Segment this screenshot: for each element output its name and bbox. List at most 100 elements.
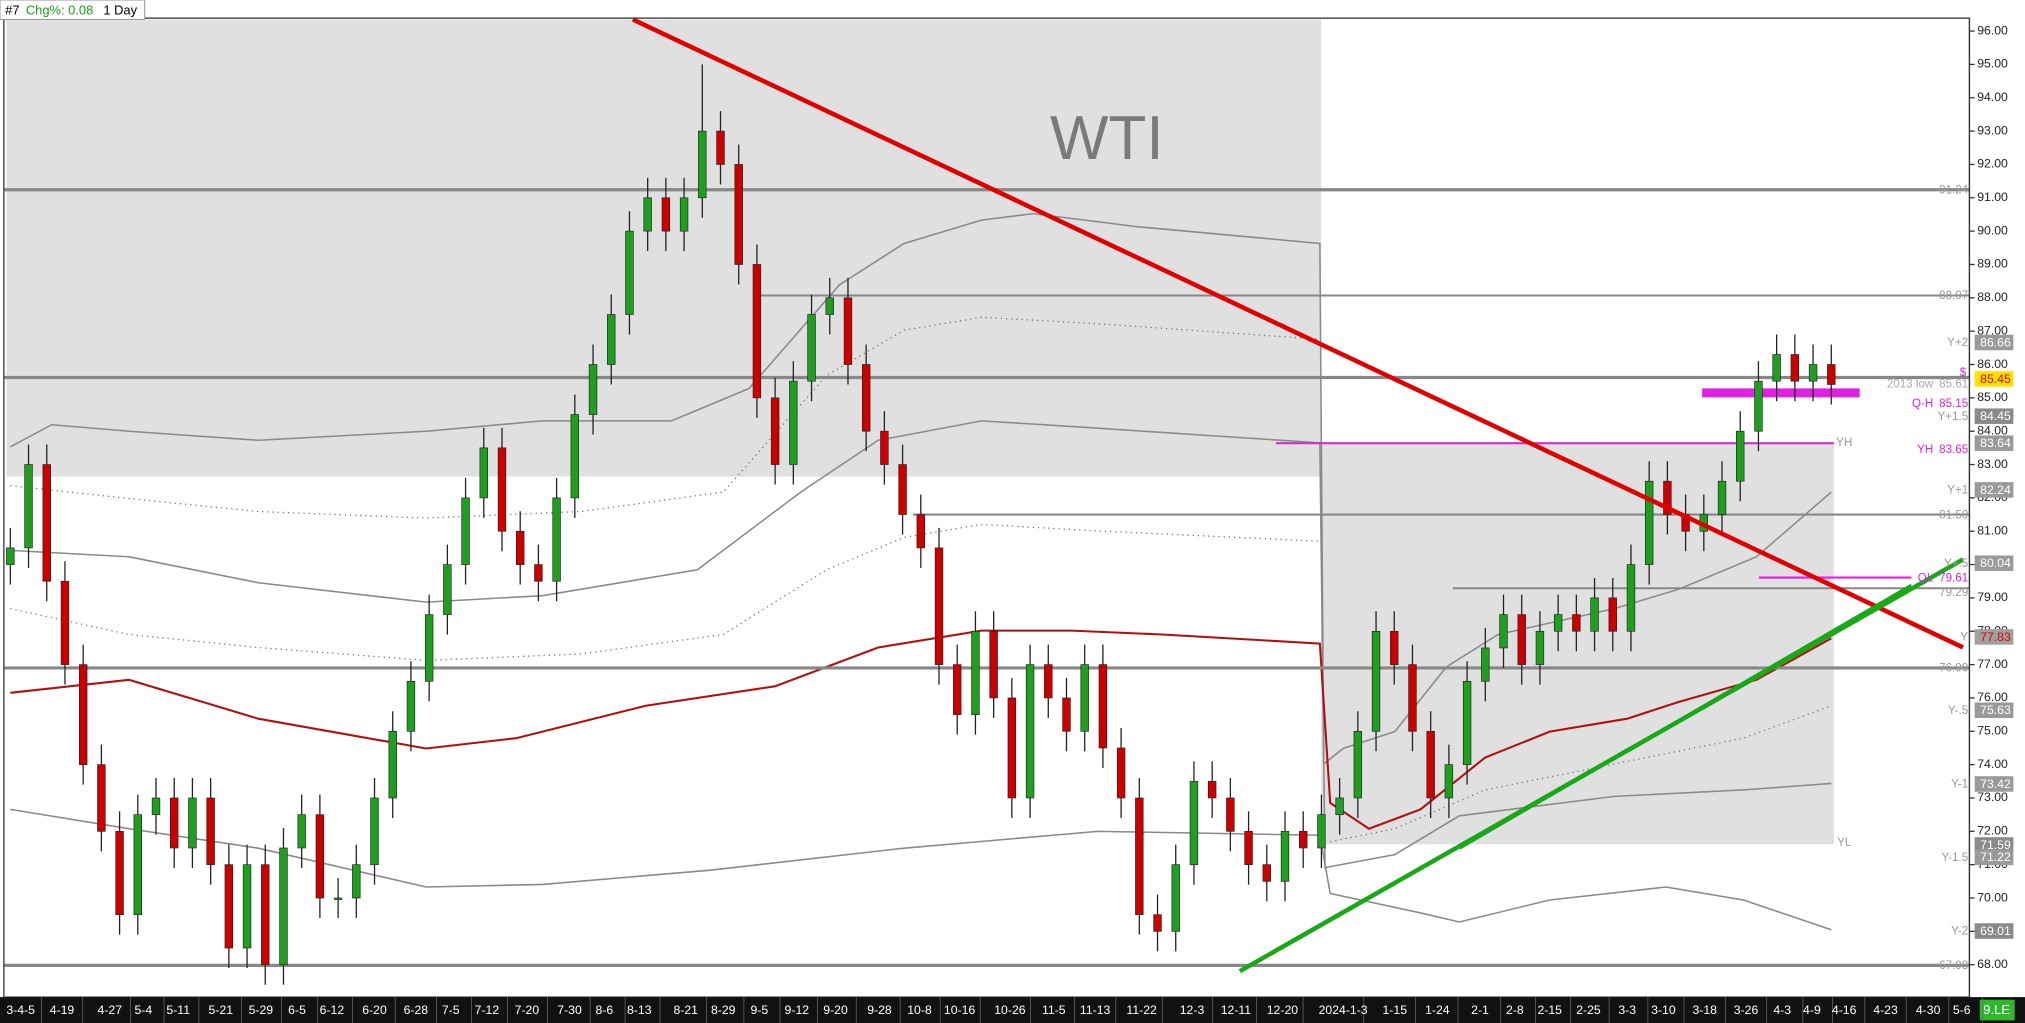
y-tick-label: 79.00 bbox=[1977, 590, 2008, 604]
candle-body bbox=[6, 547, 15, 565]
candle-body bbox=[188, 797, 197, 849]
candle-body bbox=[643, 197, 652, 232]
candle-body bbox=[1390, 630, 1399, 665]
x-tick-label: 4-23 bbox=[1873, 1003, 1898, 1017]
candle-body bbox=[570, 414, 580, 499]
x-tick-label: 12-11 bbox=[1221, 1003, 1252, 1017]
candle-body bbox=[1371, 630, 1381, 732]
level-badge bbox=[1974, 849, 2014, 866]
level-tag: 2013 low bbox=[1887, 378, 1934, 391]
level-price: 83.65 bbox=[1939, 443, 1968, 456]
x-tick-label: 10-16 bbox=[944, 1003, 976, 1017]
x-tick-label: 2-25 bbox=[1576, 1003, 1601, 1017]
candle-body bbox=[698, 130, 707, 199]
candle-body bbox=[1553, 614, 1563, 632]
x-tick-label: 10-26 bbox=[994, 1003, 1026, 1017]
level-price: 75.63 bbox=[1980, 703, 2011, 717]
candle-body bbox=[1535, 630, 1545, 665]
candle-body bbox=[1499, 614, 1508, 649]
x-tick-label: 9-20 bbox=[823, 1003, 848, 1017]
y-tick-label: 73.00 bbox=[1977, 790, 2008, 804]
candle-body bbox=[1116, 747, 1126, 799]
watermark: WTI bbox=[1050, 104, 1164, 173]
candle-body bbox=[242, 864, 252, 949]
x-tick-label: 7-5 bbox=[442, 1003, 460, 1017]
candle-body bbox=[1626, 564, 1636, 632]
candle-body bbox=[861, 364, 871, 432]
candle-body bbox=[261, 864, 270, 966]
level-badge bbox=[1974, 702, 2014, 719]
x-tick-label: 7-20 bbox=[515, 1003, 540, 1017]
candle-body bbox=[42, 464, 51, 582]
band-lower bbox=[10, 808, 1832, 931]
candle-body bbox=[1007, 697, 1017, 799]
level-badge bbox=[1974, 837, 2014, 853]
x-tick-label: 5-21 bbox=[209, 1003, 234, 1017]
x-tick-label: 3-3 bbox=[1618, 1003, 1636, 1017]
x-tick-label: 5-4 bbox=[134, 1003, 152, 1017]
candle-body bbox=[1408, 664, 1417, 732]
candle-body bbox=[24, 464, 33, 549]
band-upper bbox=[9, 212, 1832, 766]
y-tick-label: 90.00 bbox=[1977, 223, 2008, 237]
y-tick-label: 72.00 bbox=[1977, 824, 2008, 838]
candle-body bbox=[1827, 364, 1836, 385]
level-badge bbox=[1974, 482, 2014, 498]
level-price: 76.90 bbox=[1939, 662, 1969, 675]
candle-body bbox=[534, 564, 543, 582]
x-tick-label: 9-12 bbox=[785, 1003, 810, 1017]
candle-body bbox=[1717, 480, 1727, 515]
candle-body bbox=[1062, 697, 1071, 732]
level-badge bbox=[1974, 776, 2014, 792]
x-tick-label: 5-6 bbox=[1953, 1003, 1971, 1017]
x-tick-label: 4-9 bbox=[1803, 1003, 1821, 1017]
y-tick-label: 92.00 bbox=[1977, 157, 2008, 171]
x-tick-label: 9-28 bbox=[867, 1003, 892, 1017]
x-tick-label: 11-5 bbox=[1042, 1003, 1066, 1017]
candle-body bbox=[151, 797, 161, 815]
level-badge bbox=[1974, 555, 2014, 572]
candle-body bbox=[1135, 797, 1144, 916]
candle-body bbox=[497, 447, 507, 532]
level-price: 73.42 bbox=[1980, 777, 2011, 791]
candle-body bbox=[370, 797, 379, 865]
band-dotted bbox=[10, 523, 1320, 662]
x-tick-label: 6-12 bbox=[320, 1003, 345, 1017]
candle-body bbox=[898, 464, 907, 515]
candle-body bbox=[1226, 797, 1235, 832]
candle-body bbox=[789, 380, 798, 465]
candle-body bbox=[716, 130, 725, 165]
candle-body bbox=[679, 197, 689, 232]
x-tick-label: 6-28 bbox=[404, 1003, 429, 1017]
candle-body bbox=[60, 580, 70, 665]
x-tick-label: 12-20 bbox=[1267, 1003, 1299, 1017]
header-symbol: #7 bbox=[5, 2, 19, 17]
y-tick-label: 88.00 bbox=[1977, 290, 2008, 304]
candle-body bbox=[443, 564, 452, 615]
level-badge bbox=[1974, 334, 2014, 351]
x-tick-label: 1-15 bbox=[1383, 1003, 1408, 1017]
y-tick-label: 87.00 bbox=[1977, 323, 2008, 337]
candle-body bbox=[552, 497, 561, 582]
candle-body bbox=[1736, 430, 1745, 482]
candle-body bbox=[1153, 914, 1162, 932]
candle-body bbox=[224, 864, 234, 949]
candle-body bbox=[1481, 647, 1490, 682]
level-tag: QL bbox=[1918, 571, 1934, 584]
x-tick-label: 11-22 bbox=[1126, 1003, 1157, 1017]
candle-body bbox=[989, 630, 998, 699]
y-tick-label: 93.00 bbox=[1977, 123, 2008, 137]
level-price: 91.24 bbox=[1939, 184, 1969, 197]
candle-body bbox=[916, 514, 926, 549]
band-middle bbox=[10, 420, 1832, 869]
x-tick-label: 4-3 bbox=[1773, 1003, 1791, 1017]
candle-body bbox=[297, 814, 306, 849]
candle-body bbox=[953, 664, 962, 715]
y-tick-label: 95.00 bbox=[1977, 57, 2008, 71]
y-tick-label: 70.00 bbox=[1977, 890, 2008, 904]
x-tick-label: 3-10 bbox=[1651, 1003, 1676, 1017]
level-price: 85.15 bbox=[1939, 397, 1968, 410]
candle-body bbox=[1189, 780, 1199, 865]
annotation: YH bbox=[1836, 436, 1852, 449]
